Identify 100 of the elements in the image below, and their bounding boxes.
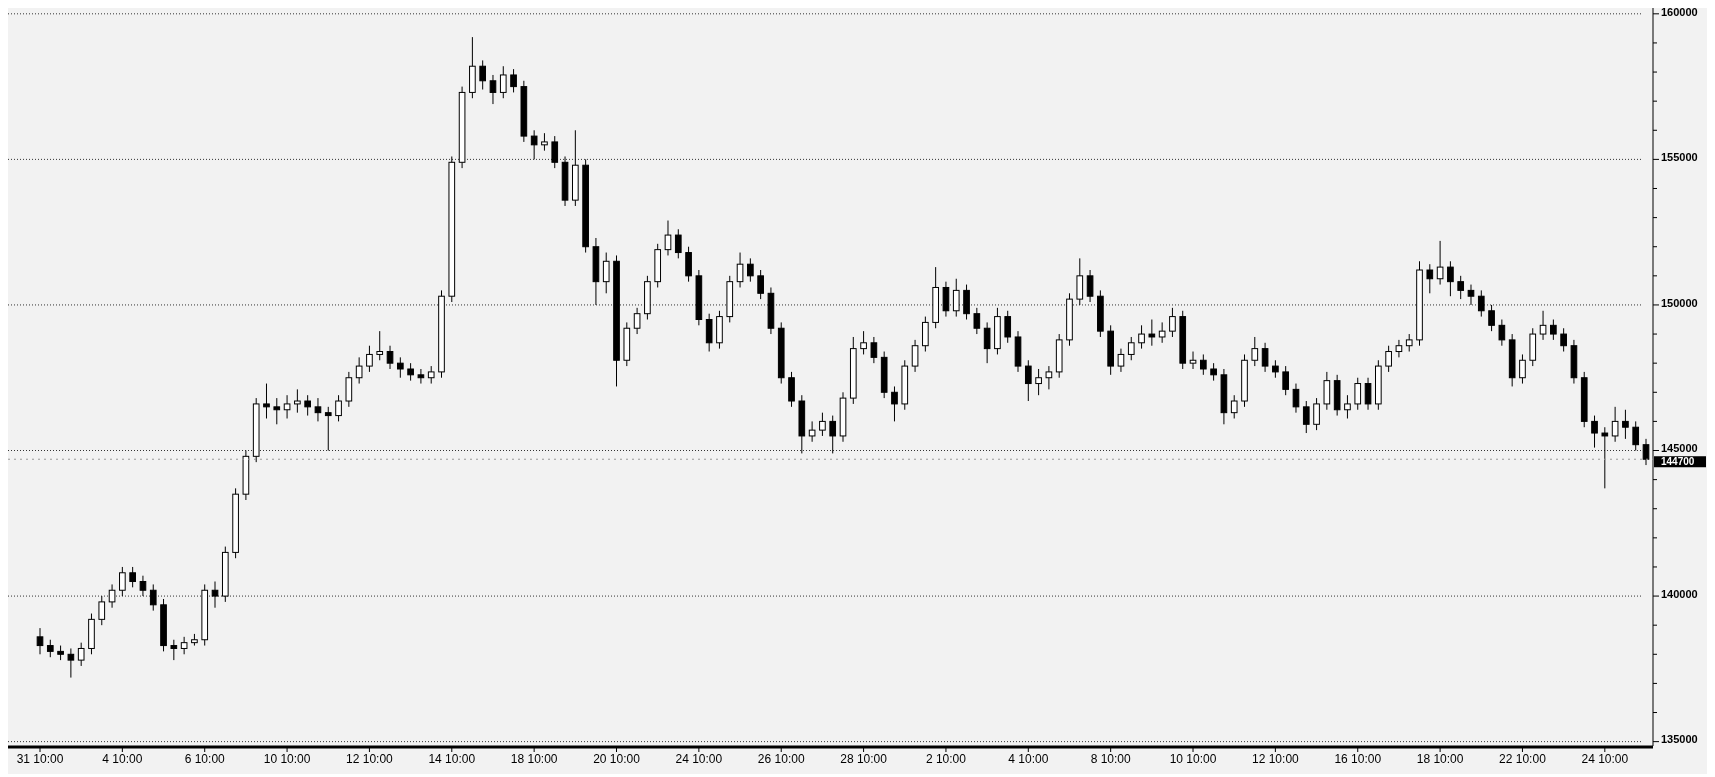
- candlestick: [551, 135, 559, 169]
- candlestick: [1045, 365, 1053, 390]
- candlestick: [1035, 368, 1042, 396]
- candlestick: [499, 65, 507, 99]
- x-tick-label: 12 10:00: [346, 751, 394, 766]
- candlestick: [1199, 353, 1207, 376]
- candlestick: [1117, 348, 1125, 373]
- candlestick: [36, 627, 44, 655]
- candlestick: [273, 397, 281, 425]
- candlestick: [1189, 351, 1197, 370]
- candlestick: [108, 583, 116, 609]
- candlestick: [67, 647, 75, 679]
- y-tick-label: 150000: [1661, 296, 1698, 309]
- candlestick: [1488, 304, 1495, 332]
- candlestick: [788, 371, 795, 408]
- candlestick: [1024, 359, 1032, 402]
- candlestick: [180, 636, 188, 655]
- x-tick-label: 26 10:00: [757, 751, 805, 766]
- candlestick: [942, 281, 950, 318]
- candlestick: [1313, 397, 1320, 431]
- candlestick: [911, 339, 919, 373]
- candlestick: [1127, 336, 1135, 361]
- x-tick-label: 24 10:00: [675, 751, 723, 766]
- candlestick: [1539, 310, 1547, 341]
- candlestick: [129, 566, 136, 588]
- candlestick: [922, 316, 929, 353]
- candlestick: [1447, 260, 1454, 297]
- candlestick: [1601, 426, 1609, 489]
- x-tick-label: 10 10:00: [1169, 751, 1217, 766]
- candlestick: [1611, 406, 1619, 443]
- candlestick: [891, 385, 898, 422]
- x-tick-label: 14 10:00: [428, 751, 476, 766]
- candlestick: [263, 383, 270, 419]
- x-tick-label: 31 10:00: [16, 751, 64, 766]
- x-tick-label: 10 10:00: [263, 751, 311, 766]
- x-tick-label: 2 10:00: [925, 751, 967, 766]
- candlestick: [1282, 365, 1290, 396]
- x-tick-label: 6 10:00: [184, 751, 226, 766]
- candlestick: [1086, 269, 1094, 303]
- candlestick: [1519, 353, 1526, 385]
- y-tick-label: 160000: [1661, 5, 1698, 18]
- x-tick-label: 22 10:00: [1499, 751, 1547, 766]
- candlestick: [386, 345, 394, 370]
- candlestick: [1457, 275, 1465, 300]
- candlestick: [1292, 383, 1300, 414]
- y-tick-label: 135000: [1661, 733, 1698, 746]
- candlestick: [1323, 371, 1331, 411]
- candlestick: [952, 278, 960, 318]
- candlestick: [705, 313, 713, 353]
- candlestick: [819, 412, 826, 437]
- candlestick: [1344, 394, 1351, 419]
- candlestick: [973, 307, 981, 335]
- candlestick: [1550, 319, 1557, 341]
- x-tick-label: 16 10:00: [1334, 751, 1382, 766]
- candlestick: [1632, 420, 1640, 452]
- candlestick: [345, 371, 353, 408]
- x-tick-label: 28 10:00: [840, 751, 888, 766]
- candlestick: [1436, 240, 1444, 286]
- candlestick: [1354, 377, 1362, 411]
- candlestick: [983, 321, 991, 364]
- candlestick: [314, 397, 322, 422]
- candlestick: [119, 566, 126, 597]
- candlestick: [283, 394, 291, 419]
- candlestick: [324, 406, 332, 452]
- candlestick: [1467, 284, 1475, 306]
- candlestick: [149, 583, 157, 612]
- candlestick: [1302, 400, 1310, 434]
- x-tick-label: 12 10:00: [1252, 751, 1300, 766]
- candlestick: [510, 68, 517, 93]
- candlestick: [417, 368, 425, 385]
- y-tick-label: 145000: [1661, 442, 1698, 455]
- candlestick: [1261, 342, 1269, 373]
- candlestick: [1385, 345, 1392, 373]
- candlestick: [860, 330, 867, 355]
- candlestick: [1498, 319, 1506, 347]
- candlestick: [1169, 307, 1176, 338]
- y-tick-label: 155000: [1661, 151, 1698, 164]
- x-tick-label: 18 10:00: [510, 751, 558, 766]
- candlestick: [757, 269, 764, 300]
- ref-line-label: 144700: [1661, 456, 1695, 468]
- candlestick: [633, 307, 641, 335]
- candlestick: [602, 252, 610, 294]
- candlestick: [77, 642, 85, 667]
- x-tick-label: 4 10:00: [102, 751, 143, 766]
- candlestick: [530, 129, 538, 160]
- candlestick: [1230, 394, 1238, 419]
- candlestick: [1004, 310, 1012, 344]
- x-tick-label: 18 10:00: [1416, 751, 1464, 766]
- candlestick: [1395, 339, 1403, 358]
- candlestick: [1622, 409, 1629, 440]
- y-tick-label: 140000: [1661, 587, 1698, 600]
- candlestick: [829, 415, 837, 454]
- candlestick: [139, 575, 147, 597]
- candlestick: [211, 581, 219, 609]
- x-tick-label: 4 10:00: [1008, 751, 1049, 766]
- candlestick: [664, 220, 672, 256]
- candlestick: [1364, 377, 1372, 411]
- candlestick: [674, 228, 682, 259]
- candlestick: [489, 74, 497, 105]
- x-tick-label: 8 10:00: [1090, 751, 1132, 766]
